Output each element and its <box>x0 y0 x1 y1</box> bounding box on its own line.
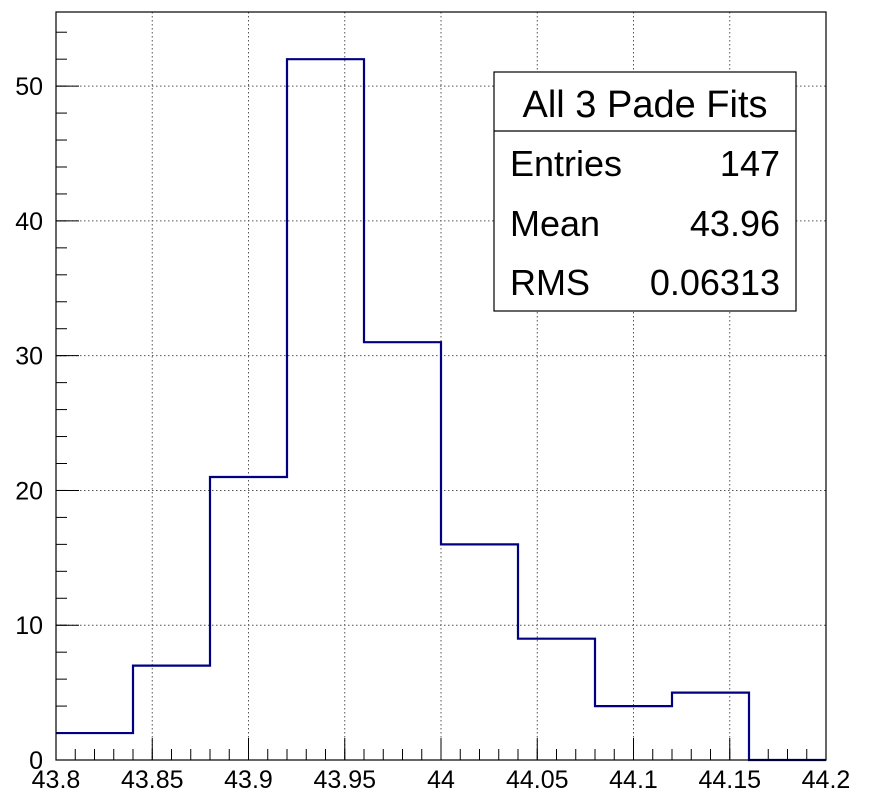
histogram-bin <box>287 59 364 760</box>
stats-entries-label: Entries <box>510 143 622 184</box>
x-tick-label: 43.85 <box>121 766 184 794</box>
x-tick-label: 43.9 <box>224 766 273 794</box>
stats-entries-value: 147 <box>720 143 780 184</box>
x-tick-label: 44.05 <box>506 766 569 794</box>
y-tick-label: 20 <box>15 477 43 505</box>
x-tick-label: 43.95 <box>313 766 376 794</box>
stats-rms-value: 0.06313 <box>650 262 780 303</box>
stats-rms-label: RMS <box>510 262 590 303</box>
stats-mean-label: Mean <box>510 203 600 244</box>
y-tick-label: 10 <box>15 612 43 640</box>
y-tick-labels: 0 10 20 30 40 50 <box>15 73 43 775</box>
histogram-bin <box>595 706 672 760</box>
x-tick-label: 44.2 <box>802 766 851 794</box>
stats-mean-value: 43.96 <box>690 203 780 244</box>
histogram-bin <box>210 477 287 760</box>
histogram-bin <box>133 666 210 760</box>
y-tick-label: 40 <box>15 208 43 236</box>
plot-frame <box>55 11 827 761</box>
x-tick-label: 44.15 <box>698 766 761 794</box>
stats-box-title: All 3 Pade Fits <box>523 84 768 126</box>
histogram-bin <box>518 639 595 760</box>
histogram-bin <box>56 733 133 760</box>
histogram-bin <box>441 544 518 760</box>
x-tick-label: 43.8 <box>32 766 81 794</box>
histogram-bin <box>672 693 749 760</box>
histogram-bin <box>364 342 441 760</box>
stats-box-frame <box>493 71 797 312</box>
stats-box: All 3 Pade Fits Entries 147 Mean 43.96 R… <box>493 71 797 312</box>
y-tick-label: 30 <box>15 343 43 371</box>
y-tick-label: 50 <box>15 73 43 101</box>
x-tick-labels: 43.8 43.85 43.9 43.95 44 44.05 44.1 44.15 44.2 <box>32 766 851 794</box>
x-tick-label: 44.1 <box>609 766 658 794</box>
x-tick-label: 44 <box>427 766 455 794</box>
y-tick-label: 0 <box>29 747 43 775</box>
histogram-outline <box>56 58 826 762</box>
